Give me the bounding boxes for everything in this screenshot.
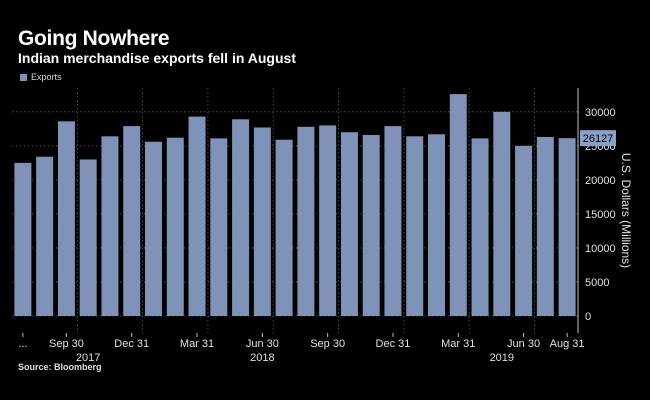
y-tick-label: 10000	[585, 243, 616, 255]
x-tick-label: Mar 31	[441, 338, 475, 350]
bar-apr-2019	[471, 138, 489, 316]
y-axis-title: U.S. Dollars (Millions)	[619, 153, 633, 268]
chart-title: Going Nowhere	[18, 27, 170, 50]
x-tick-label: Aug 31	[550, 338, 585, 350]
bar-nov-2017	[101, 136, 119, 316]
x-tick-label: Sep 30	[49, 338, 84, 350]
y-tick-label: 5000	[585, 277, 609, 289]
bar-jul-2019	[536, 137, 554, 316]
bar-sep-2018	[319, 125, 337, 316]
x-tick-label: Dec 31	[376, 338, 411, 350]
bar-jul-2018	[275, 139, 293, 316]
bar-jun-2019	[515, 145, 533, 316]
source-note: Source: Bloomberg	[18, 362, 102, 372]
y-tick-label: 20000	[585, 175, 616, 187]
bar-may-2019	[493, 111, 511, 316]
bar-dec-2018	[384, 126, 402, 316]
bar-sep-2017	[57, 121, 75, 316]
x-year-label: 2019	[490, 352, 514, 364]
x-tick-label: Dec 31	[114, 338, 149, 350]
legend-label: Exports	[31, 72, 62, 82]
bar-may-2018	[232, 119, 250, 316]
bar-oct-2018	[340, 132, 358, 316]
bar-jul-2017	[14, 162, 32, 316]
bar-jun-2018	[253, 127, 271, 316]
bar-aug-2017	[36, 156, 54, 316]
bar-apr-2018	[210, 138, 228, 316]
x-tick-label: Sep 30	[310, 338, 345, 350]
bar-jan-2018	[145, 141, 162, 316]
bar-nov-2018	[362, 134, 380, 316]
bar-aug-2018	[297, 126, 315, 316]
x-tick-label: Jun 30	[507, 338, 540, 350]
x-year-label: 2017	[76, 352, 100, 364]
x-tick-label: Jun 30	[246, 338, 279, 350]
y-tick-label: 30000	[585, 107, 616, 119]
chart-subtitle: Indian merchandise exports fell in Augus…	[18, 50, 296, 66]
x-tick-label: Mar 31	[180, 338, 214, 350]
bar-dec-2017	[123, 126, 141, 316]
bar-oct-2017	[79, 159, 97, 316]
y-tick-label: 0	[585, 311, 591, 323]
bar-feb-2019	[428, 134, 445, 316]
bar-feb-2018	[166, 137, 184, 316]
x-year-label: 2018	[250, 352, 274, 364]
last-value-callout	[580, 130, 616, 147]
bar-mar-2018	[188, 116, 206, 316]
x-tick-label: ...	[18, 338, 27, 350]
legend: Exports	[20, 72, 62, 82]
y-tick-label: 15000	[585, 209, 616, 221]
bar-jan-2019	[406, 136, 424, 316]
last-value-label: 26127	[583, 133, 614, 145]
bar-aug-2019	[558, 138, 576, 316]
legend-swatch	[20, 73, 27, 81]
bar-mar-2019	[449, 94, 467, 316]
